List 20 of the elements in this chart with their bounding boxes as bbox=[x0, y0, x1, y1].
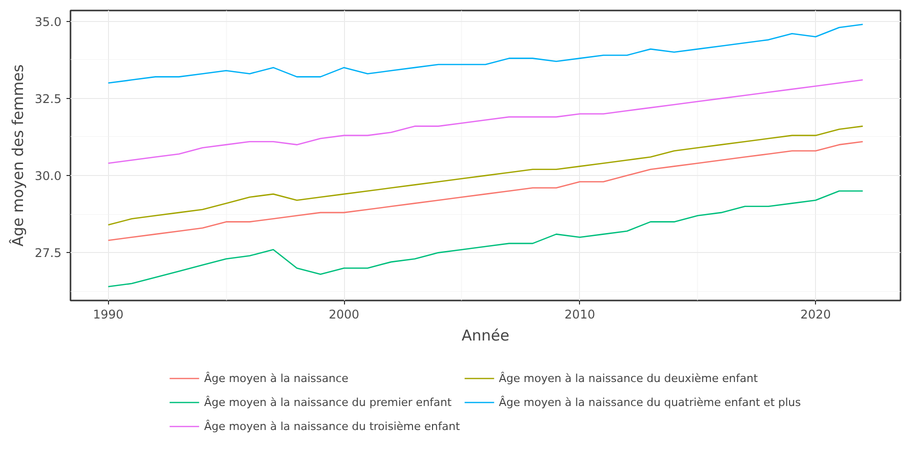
y-axis-title: Âge moyen des femmes bbox=[8, 64, 27, 247]
y-tick-label: 32.5 bbox=[34, 92, 62, 106]
y-tick-label: 30.0 bbox=[34, 169, 62, 184]
x-tick-label: 2010 bbox=[564, 308, 596, 322]
legend-label: Âge moyen à la naissance du quatrième enfant et plus bbox=[498, 394, 801, 410]
legend-label: Âge moyen à la naissance bbox=[204, 370, 350, 386]
y-tick-label: 27.5 bbox=[34, 246, 62, 260]
y-tick-label: 35.0 bbox=[34, 14, 62, 29]
line-series bbox=[108, 24, 864, 84]
line-series bbox=[108, 190, 864, 288]
x-tick-label: 1990 bbox=[92, 308, 124, 322]
x-axis-title: Année bbox=[462, 326, 510, 344]
legend-label: Âge moyen à la naissance du troisième enfant bbox=[204, 418, 460, 434]
x-tick-label: 2020 bbox=[800, 308, 831, 322]
legend-label: Âge moyen à la naissance du premier enfant bbox=[204, 394, 453, 410]
legend-label: Âge moyen à la naissance du deuxième enfant bbox=[498, 370, 758, 386]
line-series bbox=[108, 126, 864, 226]
line-series bbox=[108, 140, 864, 241]
line-series bbox=[108, 79, 864, 164]
x-tick-label: 2000 bbox=[328, 308, 360, 322]
